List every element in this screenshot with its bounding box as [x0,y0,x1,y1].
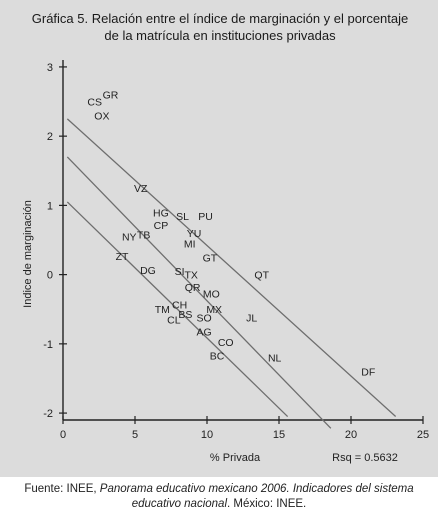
point-label-cl: CL [167,315,181,327]
figure-caption: Fuente: INEE, Panorama educativo mexican… [8,482,430,512]
point-label-hg: HG [153,207,169,219]
point-label-ag: AG [197,326,212,338]
fit-line [66,118,397,418]
y-axis-title: Indice de marginación [22,200,34,308]
point-label-tx: TX [184,270,197,282]
caption-italic: Panorama educativo mexicano 2006. Indica… [99,483,414,510]
point-label-pu: PU [198,211,213,223]
x-axis-title: % Privada [210,452,261,464]
point-label-tm: TM [155,304,170,316]
x-tick-label: 5 [132,429,138,441]
chart-figure: Gráfica 5. Relación entre el índice de m… [0,0,438,477]
chart-title: Gráfica 5. Relación entre el índice de m… [20,10,420,44]
fit-line [66,201,289,418]
point-label-cp: CP [154,220,169,232]
point-label-mx: MX [206,304,222,316]
point-label-bs: BS [178,309,192,321]
point-label-gt: GT [203,252,218,264]
point-label-co: CO [218,337,234,349]
point-label-si: SI [175,266,185,278]
point-label-nl: NL [268,353,282,365]
y-tick-label: -1 [43,339,53,351]
point-label-ox: OX [94,110,109,122]
point-label-cs: CS [87,97,102,109]
point-label-ny: NY [122,232,137,244]
x-tick-label: 20 [345,429,357,441]
y-tick-label: -2 [43,408,53,420]
point-label-bc: BC [210,351,225,363]
point-label-dg: DG [140,265,156,277]
point-label-mo: MO [203,288,220,300]
point-label-tb: TB [137,229,150,241]
point-label-sl: SL [176,211,189,223]
point-label-so: SO [197,313,212,325]
point-label-gr: GR [103,90,119,102]
caption-prefix: Fuente: INEE, [24,483,100,495]
point-label-vz: VZ [134,183,148,195]
point-label-mi: MI [184,238,196,250]
fit-line [66,156,332,429]
chart-title-line1: Gráfica 5. Relación entre el índice de m… [31,11,409,26]
point-label-jl: JL [246,313,257,325]
rsq-annotation: Rsq = 0.5632 [332,452,398,464]
x-tick-label: 25 [417,429,429,441]
point-label-zt: ZT [116,251,129,263]
y-tick-label: 0 [47,270,53,282]
point-label-ch: CH [172,299,187,311]
caption-suffix: . México: INEE. [227,498,307,510]
point-label-yu: YU [187,228,202,240]
point-label-df: DF [361,367,375,379]
y-tick-label: 1 [47,200,53,212]
x-tick-label: 15 [273,429,285,441]
x-tick-label: 0 [60,429,66,441]
point-label-qr: QR [185,282,201,294]
x-tick-label: 10 [201,429,213,441]
y-tick-label: 2 [47,131,53,143]
y-tick-label: 3 [47,62,53,74]
chart-title-line2: de la matrícula en instituciones privada… [104,28,336,43]
point-label-qt: QT [254,270,269,282]
